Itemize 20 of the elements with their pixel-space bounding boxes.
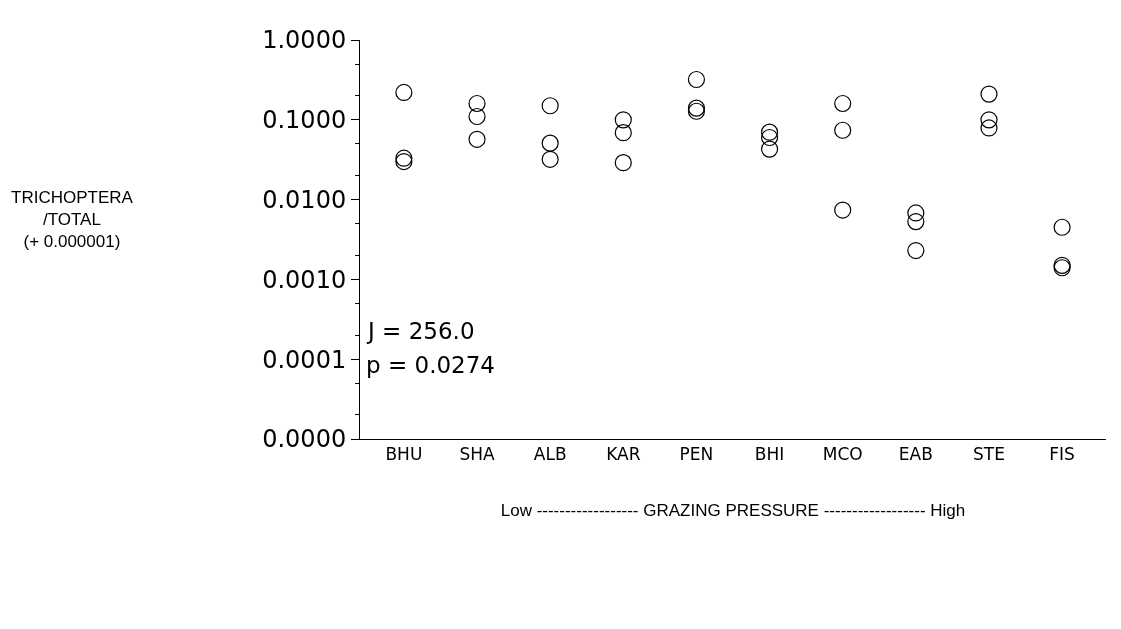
- text: TRICHOPTERA /TOTAL (+ 0.000001): [11, 188, 134, 252]
- x-axis-title: Low ------------------ GRAZING PRESSURE ------------------ High: [500, 500, 966, 520]
- y-tick-label: 1.0000: [262, 26, 347, 55]
- x-tick-label: BHI: [754, 444, 785, 465]
- y-tick-label: 0.0010: [262, 265, 347, 294]
- x-tick-label: FIS: [1049, 444, 1075, 465]
- x-tick-label: ALB: [533, 444, 567, 465]
- x-tick-label: KAR: [606, 444, 641, 465]
- y-tick-label: 0.0001: [262, 345, 347, 374]
- y-tick-label: 0.0100: [262, 186, 347, 214]
- x-tick-label: BHU: [385, 444, 423, 465]
- x-tick-label: PEN: [679, 444, 714, 465]
- x-tick-label: STE: [973, 444, 1005, 465]
- y-tick-label: 0.1000: [262, 106, 347, 135]
- x-tick-label: MCO: [822, 444, 863, 465]
- annotation: p = 0.0274: [366, 352, 495, 378]
- y-tick-label: 0.0000: [262, 425, 347, 454]
- annotation: J = 256.0: [366, 318, 475, 344]
- x-tick-label: EAB: [898, 444, 933, 465]
- x-tick-label: SHA: [459, 444, 495, 465]
